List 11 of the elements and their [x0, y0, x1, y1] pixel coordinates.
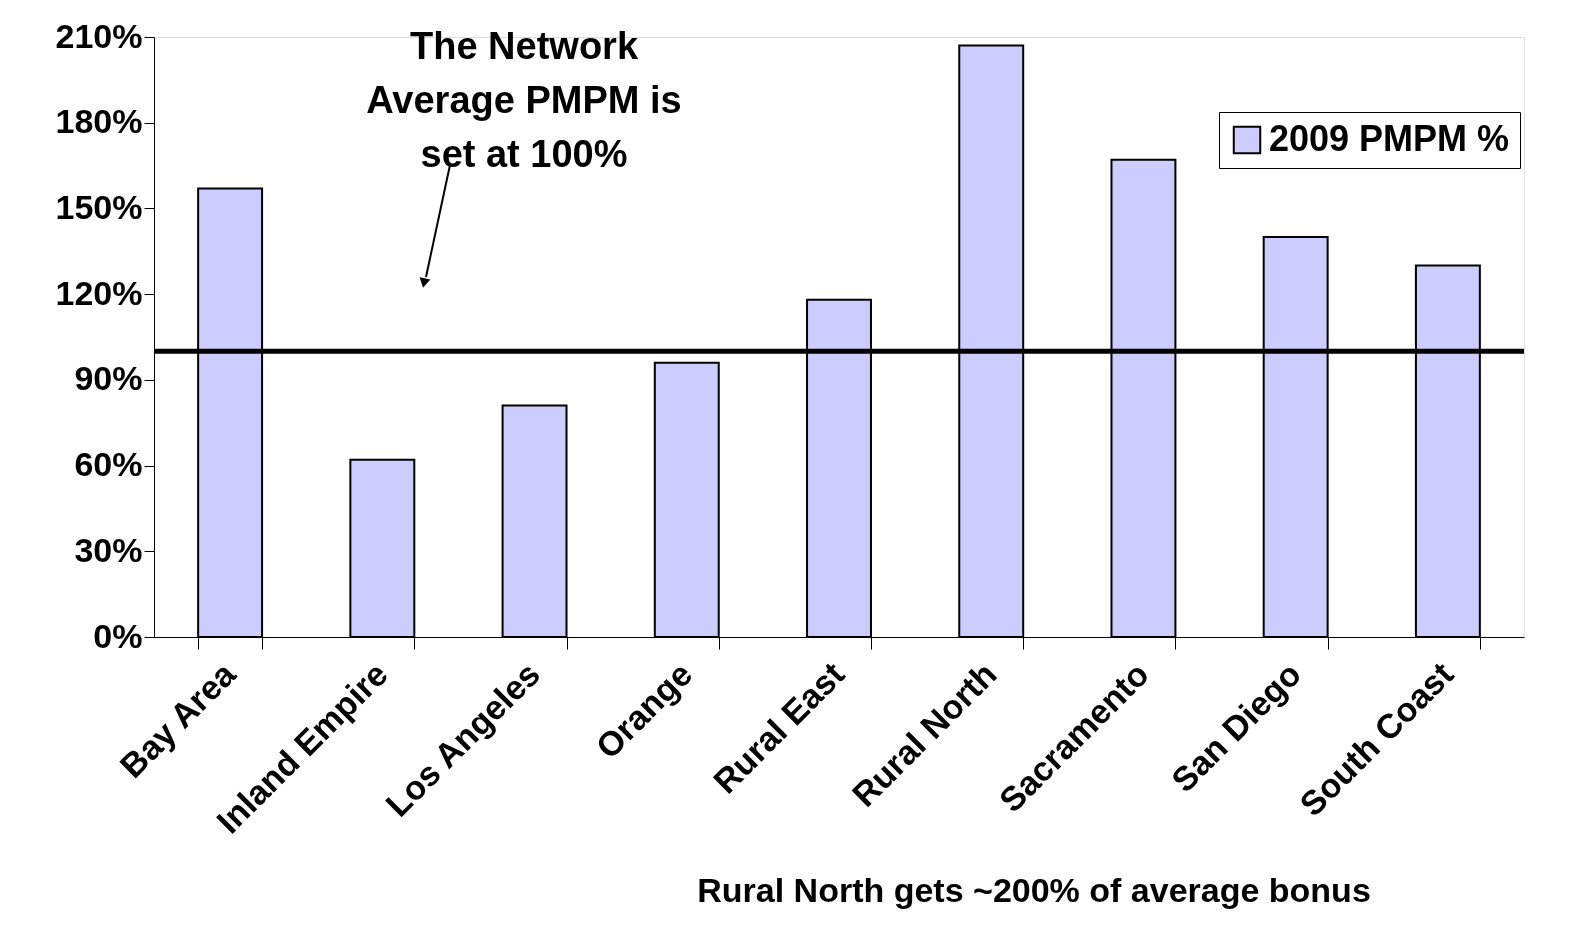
text: Rural North gets ~200% of average bonus: [697, 871, 1371, 909]
y-tick-label: 120%: [55, 273, 143, 312]
legend-label: 2009 PMPM %: [1269, 118, 1510, 159]
y-tick-label: 210%: [55, 16, 143, 55]
y-tick-label: 60%: [74, 445, 143, 484]
y-tick-label: 90%: [74, 359, 143, 398]
y-tick-label: 30%: [74, 530, 143, 569]
annotation: The Network Average PMPM is set at 100%: [366, 25, 682, 175]
y-tick-label: 0%: [93, 616, 143, 655]
y-tick-label: 150%: [55, 187, 143, 226]
y-tick-label: 180%: [55, 102, 143, 141]
